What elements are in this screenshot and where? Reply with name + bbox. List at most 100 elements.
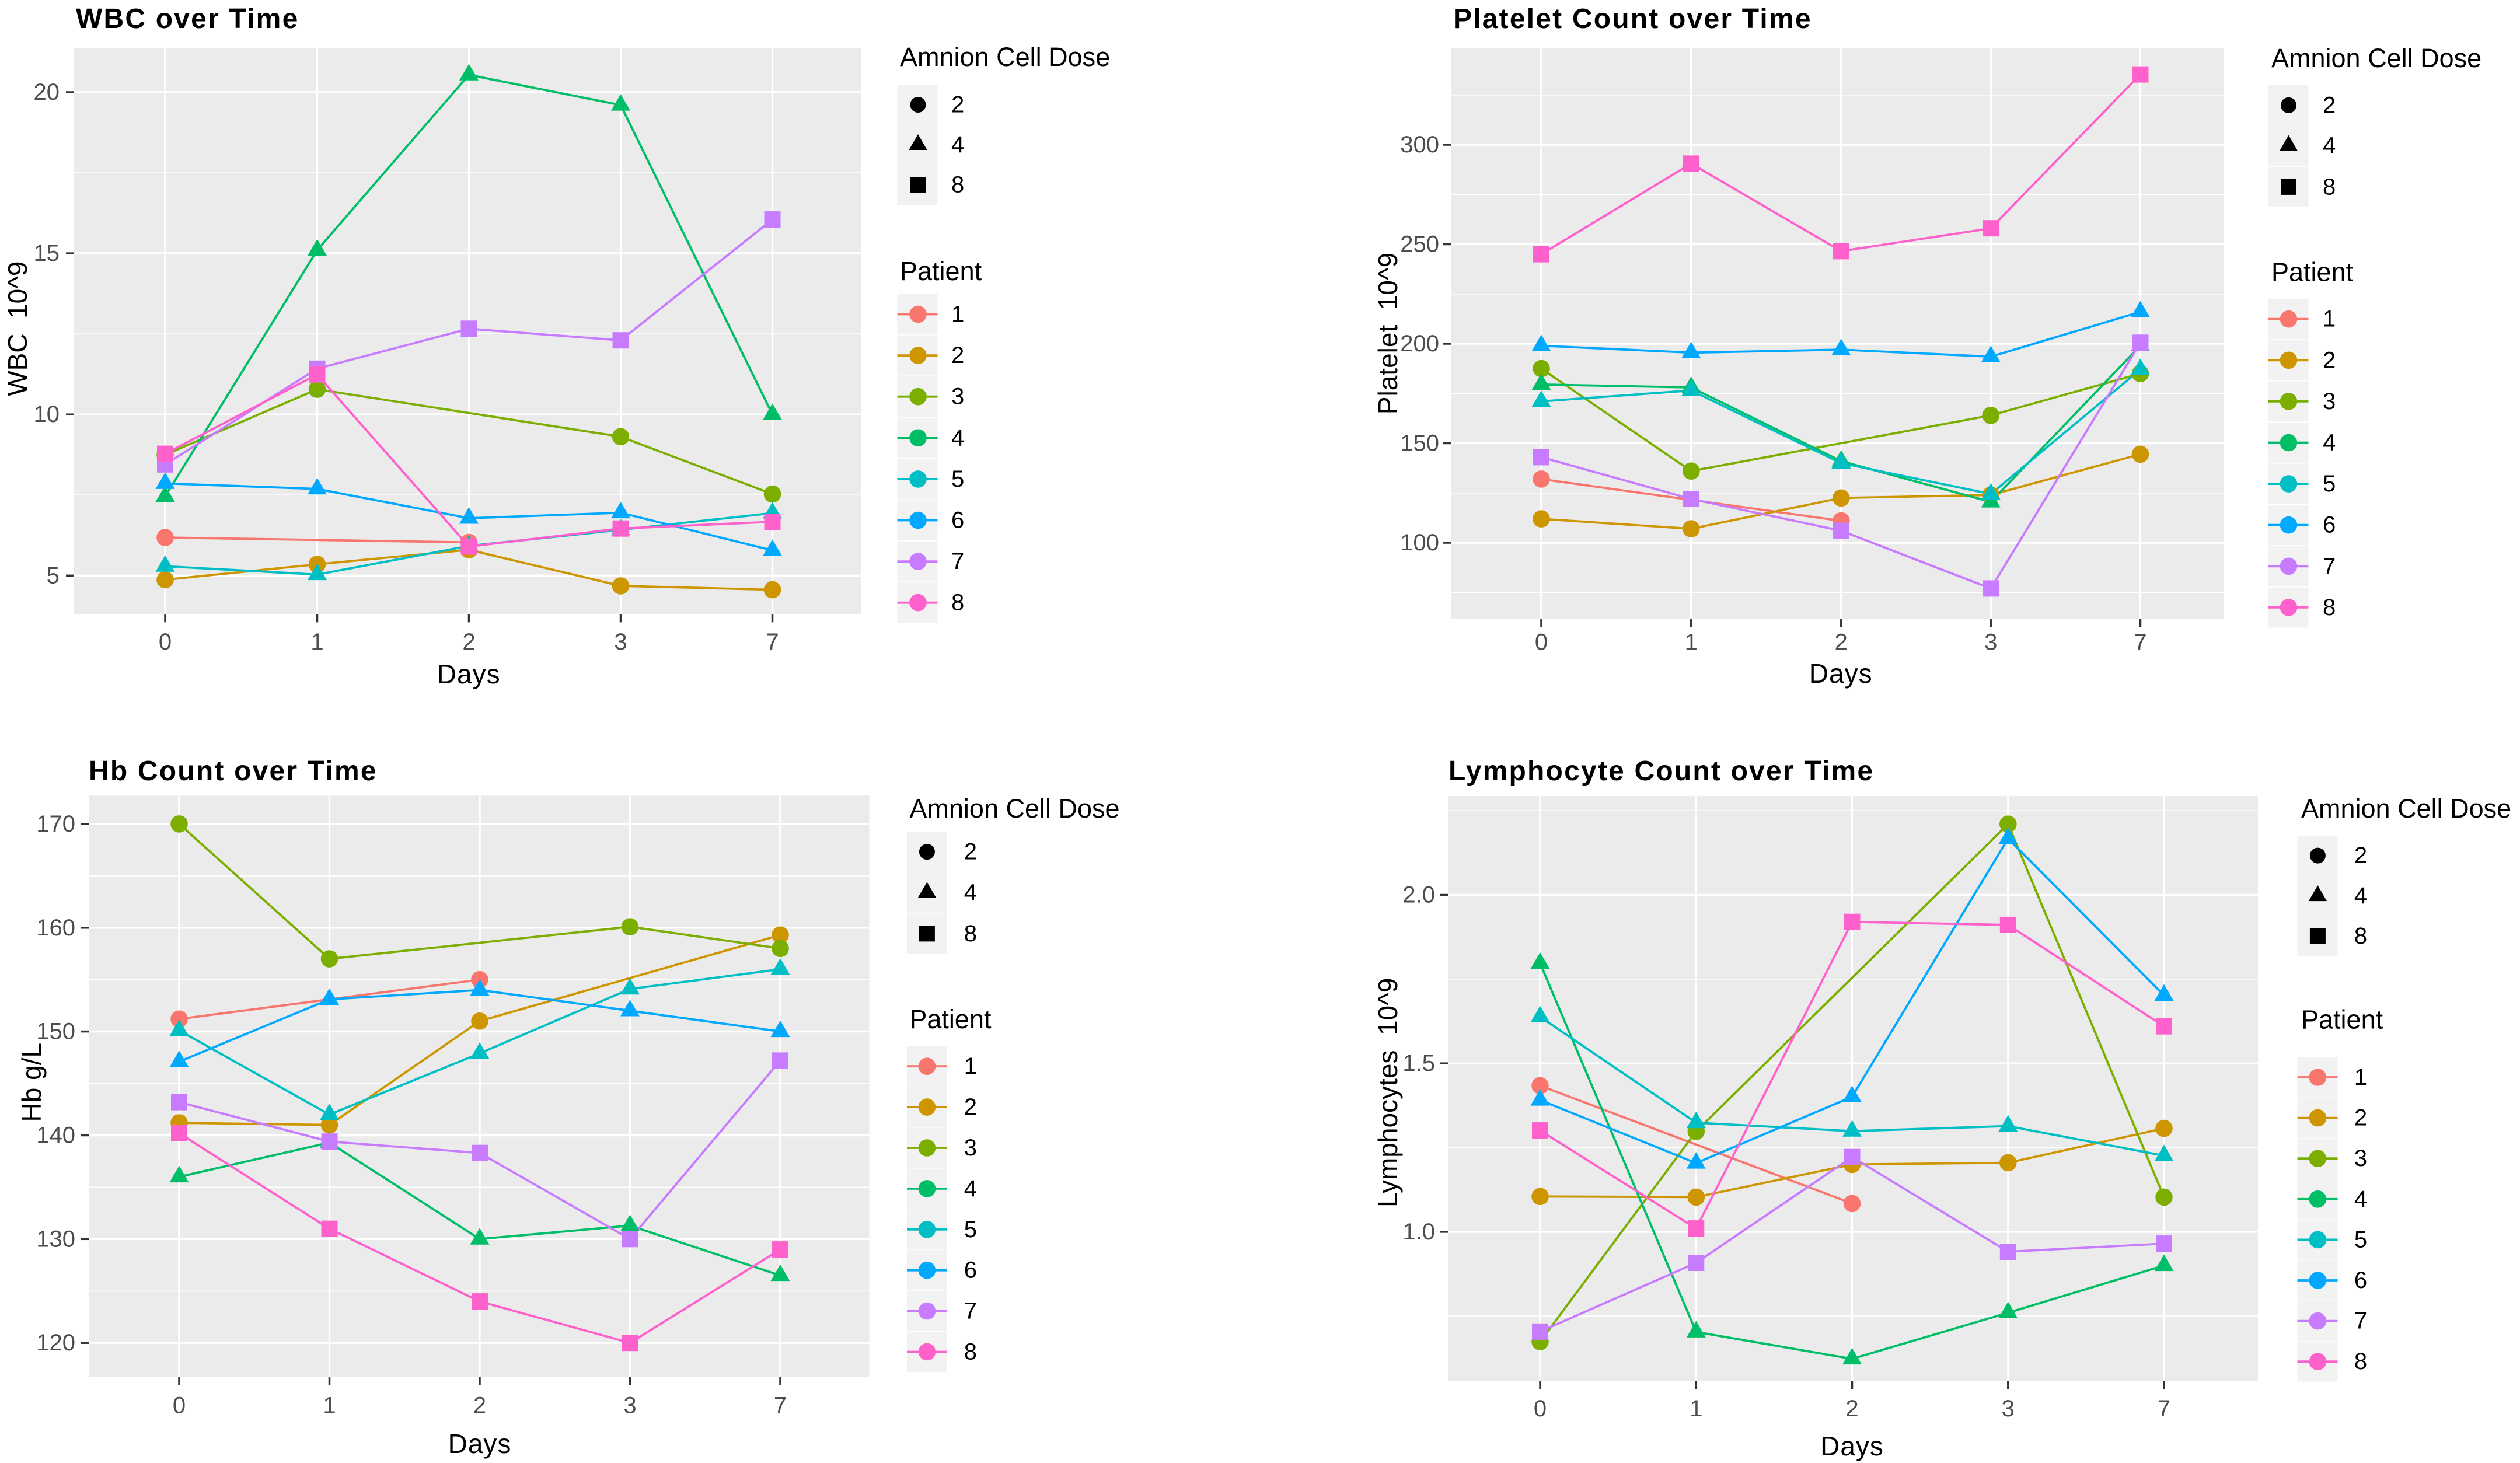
svg-text:2: 2 [964, 839, 977, 865]
svg-text:1: 1 [2323, 306, 2336, 332]
svg-text:7: 7 [2354, 1308, 2367, 1334]
svg-text:1: 1 [964, 1053, 977, 1079]
svg-text:Patient: Patient [900, 256, 982, 286]
svg-text:5: 5 [951, 466, 964, 492]
svg-text:2: 2 [2323, 92, 2336, 118]
svg-text:Hb g/L: Hb g/L [16, 1043, 47, 1122]
svg-text:6: 6 [2354, 1268, 2367, 1293]
svg-text:4: 4 [2354, 883, 2367, 909]
svg-text:5: 5 [47, 563, 60, 588]
svg-text:Days: Days [1820, 1431, 1884, 1461]
svg-text:6: 6 [951, 508, 964, 533]
svg-text:7: 7 [2323, 553, 2336, 579]
svg-text:3: 3 [951, 384, 964, 410]
svg-text:4: 4 [2354, 1186, 2367, 1212]
svg-text:7: 7 [951, 549, 964, 574]
svg-text:2: 2 [473, 1392, 486, 1418]
svg-text:1: 1 [2354, 1064, 2367, 1090]
svg-text:3: 3 [2323, 389, 2336, 414]
svg-text:Days: Days [448, 1429, 512, 1459]
svg-text:Amnion Cell Dose: Amnion Cell Dose [2271, 43, 2481, 73]
svg-text:0: 0 [173, 1392, 186, 1418]
svg-text:0: 0 [1534, 1396, 1547, 1422]
svg-text:Amnion Cell Dose: Amnion Cell Dose [900, 42, 1110, 72]
svg-text:8: 8 [964, 1339, 977, 1365]
svg-text:1.0: 1.0 [1402, 1219, 1435, 1245]
svg-text:6: 6 [964, 1258, 977, 1283]
svg-text:4: 4 [964, 879, 977, 905]
svg-text:Hb Count over Time: Hb Count over Time [89, 756, 378, 787]
svg-text:7: 7 [2158, 1396, 2170, 1422]
svg-text:Lymphocyte Count over Time: Lymphocyte Count over Time [1449, 756, 1874, 787]
svg-text:2: 2 [2354, 1105, 2367, 1131]
svg-text:Patient: Patient [2301, 1004, 2383, 1034]
svg-text:20: 20 [34, 79, 60, 105]
svg-text:Lymphocytes 10^9: Lymphocytes 10^9 [1373, 978, 1403, 1207]
svg-text:Platelet 10^9: Platelet 10^9 [1373, 253, 1403, 414]
svg-text:8: 8 [2323, 174, 2336, 200]
svg-text:1: 1 [310, 629, 323, 655]
svg-text:120: 120 [36, 1330, 75, 1356]
svg-text:Patient: Patient [909, 1004, 992, 1034]
svg-text:3: 3 [2354, 1146, 2367, 1171]
svg-text:4: 4 [951, 132, 964, 158]
svg-text:200: 200 [1400, 331, 1439, 357]
svg-text:2: 2 [951, 343, 964, 368]
svg-text:2: 2 [964, 1094, 977, 1120]
svg-text:7: 7 [766, 629, 779, 655]
svg-text:4: 4 [964, 1176, 977, 1202]
svg-text:10: 10 [34, 401, 60, 427]
svg-text:WBC 10^9: WBC 10^9 [2, 261, 33, 396]
svg-text:0: 0 [159, 629, 172, 655]
svg-text:300: 300 [1400, 132, 1439, 158]
svg-text:WBC over Time: WBC over Time [76, 4, 299, 34]
svg-text:4: 4 [951, 425, 964, 451]
svg-text:Days: Days [437, 659, 501, 689]
svg-text:Platelet Count over Time: Platelet Count over Time [1453, 4, 1812, 34]
svg-text:Amnion Cell Dose: Amnion Cell Dose [2301, 794, 2511, 823]
svg-text:3: 3 [614, 629, 627, 655]
svg-text:130: 130 [36, 1226, 75, 1252]
svg-text:150: 150 [36, 1019, 75, 1045]
svg-text:2: 2 [2354, 843, 2367, 868]
svg-text:7: 7 [2134, 630, 2146, 655]
svg-text:2: 2 [1845, 1396, 1858, 1422]
svg-text:Patient: Patient [2271, 257, 2354, 287]
svg-text:5: 5 [964, 1217, 977, 1242]
svg-text:2.0: 2.0 [1402, 882, 1435, 908]
svg-text:2: 2 [462, 629, 475, 655]
svg-text:170: 170 [36, 811, 75, 837]
svg-text:0: 0 [1535, 630, 1548, 655]
svg-text:3: 3 [2002, 1396, 2015, 1422]
svg-text:140: 140 [36, 1123, 75, 1148]
svg-text:5: 5 [2354, 1227, 2367, 1252]
svg-text:Days: Days [1809, 658, 1873, 689]
svg-text:1: 1 [1685, 630, 1698, 655]
svg-text:8: 8 [964, 921, 977, 947]
svg-text:2: 2 [2323, 347, 2336, 373]
svg-text:8: 8 [2354, 1349, 2367, 1374]
svg-text:3: 3 [964, 1135, 977, 1161]
svg-text:2: 2 [951, 92, 964, 118]
svg-text:8: 8 [951, 172, 964, 198]
svg-text:1: 1 [323, 1392, 336, 1418]
svg-text:150: 150 [1400, 431, 1439, 456]
svg-text:8: 8 [2323, 595, 2336, 620]
svg-text:7: 7 [774, 1392, 787, 1418]
svg-text:8: 8 [951, 590, 964, 616]
svg-text:250: 250 [1400, 232, 1439, 257]
svg-text:Amnion Cell Dose: Amnion Cell Dose [909, 794, 1119, 823]
svg-text:1: 1 [951, 302, 964, 327]
svg-text:7: 7 [964, 1298, 977, 1324]
svg-text:1: 1 [1690, 1396, 1702, 1422]
svg-text:8: 8 [2354, 923, 2367, 949]
svg-text:4: 4 [2323, 430, 2336, 456]
svg-text:5: 5 [2323, 471, 2336, 497]
svg-text:2: 2 [1835, 630, 1848, 655]
svg-text:3: 3 [623, 1392, 636, 1418]
svg-text:160: 160 [36, 915, 75, 941]
svg-text:1.5: 1.5 [1402, 1050, 1435, 1076]
svg-text:4: 4 [2323, 133, 2336, 159]
svg-text:15: 15 [34, 240, 60, 266]
svg-text:6: 6 [2323, 512, 2336, 538]
